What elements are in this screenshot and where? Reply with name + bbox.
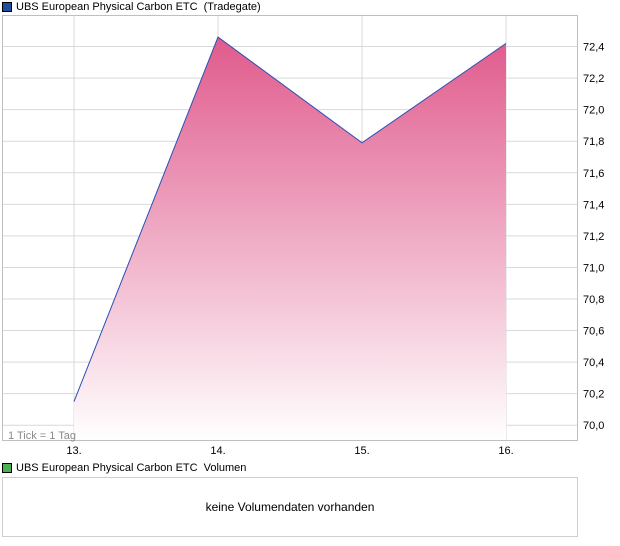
- plot-border: [2, 15, 578, 441]
- y-tick-label: 72,2: [583, 73, 604, 85]
- y-tick-label: 70,8: [583, 294, 604, 306]
- volume-legend-name: UBS European Physical Carbon ETC: [16, 462, 198, 474]
- price-legend-name: UBS European Physical Carbon ETC: [16, 1, 198, 13]
- volume-legend-source: Volumen: [203, 462, 247, 474]
- volume-message: keine Volumendaten vorhanden: [205, 500, 375, 514]
- price-legend: UBS European Physical Carbon ETC (Tradeg…: [2, 0, 267, 14]
- tick-note: 1 Tick = 1 Tag: [8, 430, 76, 442]
- volume-legend: UBS European Physical Carbon ETC Volumen: [2, 461, 252, 475]
- y-tick-label: 72,4: [583, 42, 604, 54]
- y-tick-label: 70,4: [583, 357, 604, 369]
- volume-legend-swatch: [2, 463, 12, 473]
- price-line: [73, 36, 507, 402]
- x-tick-label: 13.: [66, 445, 81, 457]
- y-tick-label: 71,6: [583, 168, 604, 180]
- y-tick-label: 71,2: [583, 231, 604, 243]
- y-tick-label: 71,8: [583, 136, 604, 148]
- x-tick-label: 16.: [498, 445, 513, 457]
- x-tick-label: 15.: [354, 445, 369, 457]
- x-axis-labels: 13. 14. 15. 16.: [66, 445, 513, 457]
- x-tick-label: 14.: [210, 445, 225, 457]
- y-axis-labels: 70,0 70,2 70,4 70,6 70,8 71,0 71,2 71,4 71,6 71,8…: [583, 42, 604, 433]
- y-tick-label: 70,6: [583, 326, 604, 338]
- y-tick-label: 70,0: [583, 420, 604, 432]
- y-tick-label: 72,0: [583, 105, 604, 117]
- price-legend-swatch: [2, 2, 12, 12]
- price-area: [74, 37, 506, 441]
- price-chart: 70,0 70,2 70,4 70,6 70,8 71,0 71,2 71,4 71,6 71,8…: [2, 15, 604, 457]
- volume-panel: keine Volumendaten vorhanden: [2, 477, 578, 537]
- y-tick-label: 71,4: [583, 199, 604, 211]
- price-legend-source: (Tradegate): [203, 1, 261, 13]
- y-tick-label: 71,0: [583, 262, 604, 274]
- y-tick-label: 70,2: [583, 389, 604, 401]
